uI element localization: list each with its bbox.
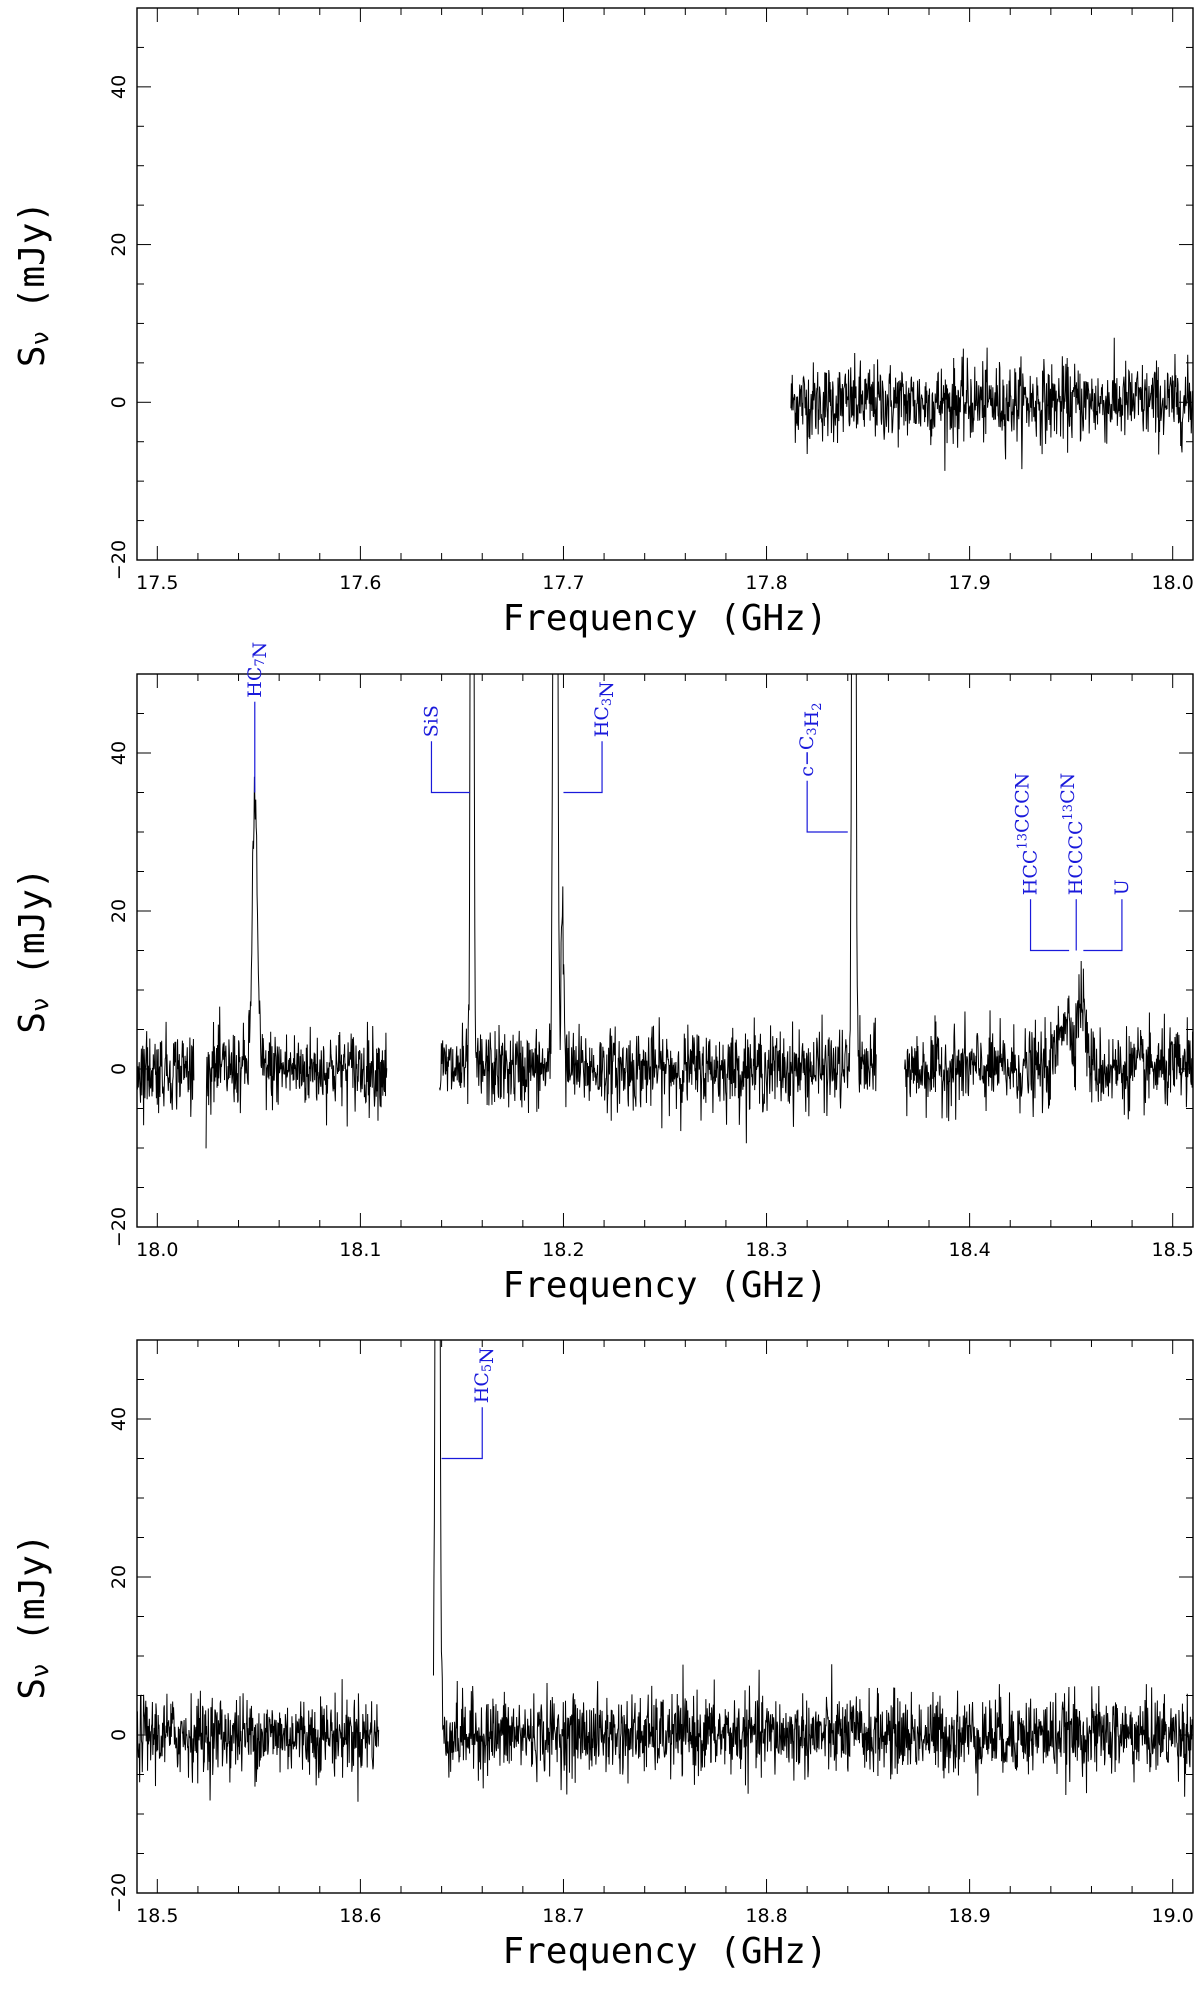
- x-tick-label: 18.6: [339, 1905, 381, 1927]
- spectrum-trace-segment-1: [790, 337, 1193, 471]
- y-tick-label: 0: [108, 1729, 130, 1741]
- x-tick-label: 17.7: [542, 572, 584, 594]
- y-tick-label: 40: [108, 1407, 130, 1431]
- spectrum-trace-segment-1: [137, 1021, 195, 1126]
- y-axis-title: Sν (mJy): [12, 867, 55, 1033]
- y-tick-label: 40: [108, 741, 130, 765]
- spectrum-panel-2: 18.0 18.1 18.2 18.3 18.4 18.5 −20 0 20 40 Sν (mJy)…: [12, 642, 1194, 1306]
- spectrum-trace-segment-1: [137, 1679, 380, 1802]
- line-id-label: HC5N: [471, 1347, 498, 1403]
- line-id-2: SiS: [420, 705, 471, 794]
- x-tick-label: 17.9: [948, 572, 990, 594]
- line-id-leader: [563, 741, 603, 794]
- line-id-leader: [806, 780, 848, 833]
- y-tick-label: −20: [108, 540, 130, 580]
- line-id-6: HCCCC13CN: [1057, 773, 1087, 951]
- x-tick-label: 17.6: [339, 572, 381, 594]
- x-tick-label: 18.8: [745, 1905, 787, 1927]
- plot-frame: [136, 7, 1194, 561]
- y-tick-label: 20: [108, 1565, 130, 1589]
- line-id-label: HC7N: [244, 642, 271, 698]
- spectrum-trace-segment-2: [205, 776, 388, 1149]
- x-tick-label: 18.2: [542, 1239, 584, 1261]
- line-id-5: HCC13CCCN: [1012, 773, 1070, 952]
- y-tick-label: 20: [108, 232, 130, 256]
- y-tick-label: 0: [108, 1063, 130, 1075]
- line-id-label: HC3N: [591, 681, 618, 737]
- y-tick-label: 20: [108, 899, 130, 923]
- line-id-label: U: [1111, 879, 1133, 895]
- x-tick-label: 18.5: [136, 1905, 178, 1927]
- line-id-7: U: [1083, 879, 1133, 952]
- y-tick-label: 0: [108, 396, 130, 408]
- line-id-label: HCC13CCCN: [1012, 773, 1042, 895]
- y-tick-label: 40: [108, 75, 130, 99]
- line-id-4: c−C3H2: [796, 702, 848, 833]
- line-id-label: c−C3H2: [796, 702, 825, 776]
- x-tick-label: 17.8: [745, 572, 787, 594]
- x-tick-label: 18.7: [542, 1905, 584, 1927]
- line-id-leader: [1029, 899, 1070, 952]
- x-tick-label: 18.1: [339, 1239, 381, 1261]
- spectrum-panel-1: 17.5 17.6 17.7 17.8 17.9 18.0 −20 0 20 40 Sν (mJy)…: [12, 7, 1194, 639]
- x-tick-label: 18.4: [948, 1239, 990, 1261]
- spectrum-trace-segment-2: [432, 1340, 1193, 1797]
- line-id-1: HC7N: [244, 642, 271, 793]
- line-id-leader: [441, 1407, 483, 1460]
- x-tick-label: 19.0: [1152, 1905, 1194, 1927]
- spectrum-trace-segment-3: [439, 674, 877, 1144]
- spectrum-trace-segment-4: [904, 961, 1193, 1122]
- x-tick-label: 18.0: [1152, 572, 1194, 594]
- x-tick-label: 18.5: [1152, 1239, 1194, 1261]
- y-tick-label: −20: [108, 1873, 130, 1913]
- plot-frame: [136, 1339, 1194, 1894]
- x-tick-label: 18.0: [136, 1239, 178, 1261]
- line-id-label: SiS: [420, 705, 442, 737]
- x-axis-title: Frequency (GHz): [502, 598, 827, 639]
- line-id-label: HCCCC13CN: [1057, 773, 1087, 895]
- x-axis-title: Frequency (GHz): [502, 1931, 827, 1972]
- x-tick-label: 18.3: [745, 1239, 787, 1261]
- y-axis-title: Sν (mJy): [12, 1533, 55, 1699]
- x-tick-label: 18.9: [948, 1905, 990, 1927]
- spectrum-panel-3: 18.5 18.6 18.7 18.8 18.9 19.0 −20 0 20 40 Sν (mJy)…: [12, 1339, 1194, 1972]
- line-id-1: HC5N: [441, 1347, 498, 1460]
- x-tick-label: 17.5: [136, 572, 178, 594]
- y-tick-label: −20: [108, 1207, 130, 1247]
- x-axis-title: Frequency (GHz): [502, 1265, 827, 1306]
- line-id-leader: [430, 741, 471, 794]
- line-id-leader: [1083, 899, 1123, 952]
- line-id-3: HC3N: [563, 681, 618, 794]
- y-axis-title: Sν (mJy): [12, 201, 55, 367]
